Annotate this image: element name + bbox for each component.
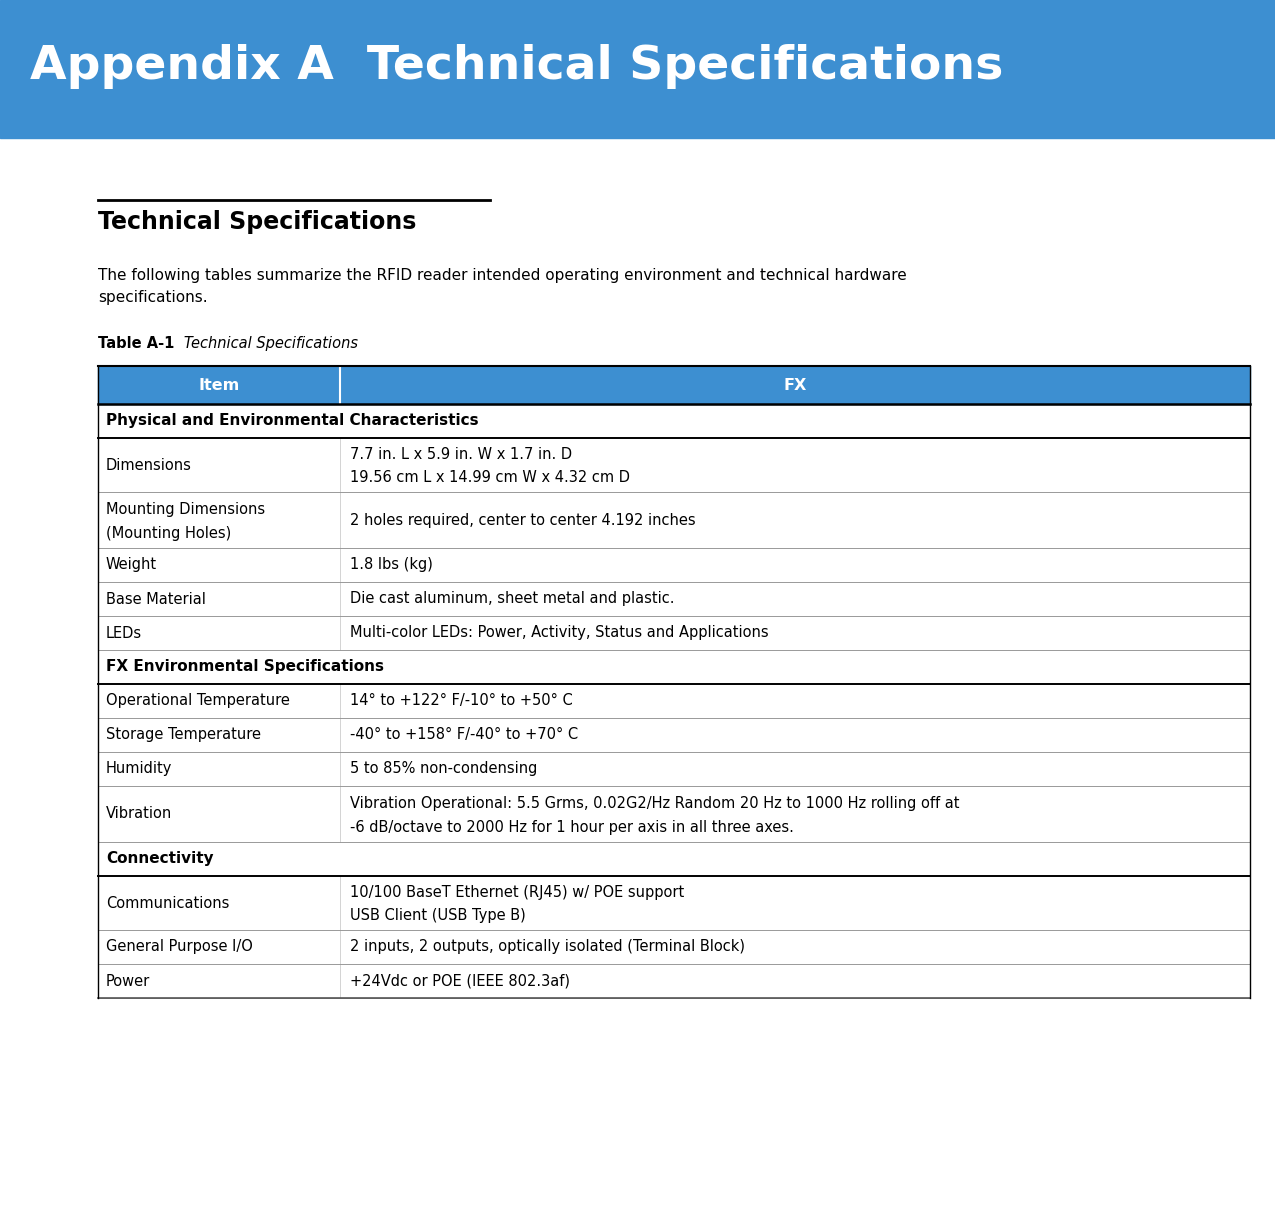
Text: 14° to +122° F/-10° to +50° C: 14° to +122° F/-10° to +50° C [351, 693, 572, 708]
Text: 1.8 lbs (kg): 1.8 lbs (kg) [351, 557, 434, 573]
Text: Storage Temperature: Storage Temperature [106, 727, 261, 743]
Text: +24Vdc or POE (IEEE 802.3af): +24Vdc or POE (IEEE 802.3af) [351, 973, 570, 989]
Text: 2 holes required, center to center 4.192 inches: 2 holes required, center to center 4.192… [351, 513, 696, 527]
Text: The following tables summarize the RFID reader intended operating environment an: The following tables summarize the RFID … [98, 268, 907, 283]
Bar [0, 0, 1275, 137]
Text: Mounting Dimensions: Mounting Dimensions [106, 502, 265, 516]
Text: FX Environmental Specifications: FX Environmental Specifications [106, 660, 384, 674]
Text: 7.7 in. L x 5.9 in. W x 1.7 in. D: 7.7 in. L x 5.9 in. W x 1.7 in. D [351, 447, 572, 462]
Text: specifications.: specifications. [98, 289, 208, 305]
Text: Physical and Environmental Characteristics: Physical and Environmental Characteristi… [106, 414, 478, 428]
Text: Vibration: Vibration [106, 807, 172, 821]
Text: Technical Specifications: Technical Specifications [170, 336, 358, 351]
Text: Die cast aluminum, sheet metal and plastic.: Die cast aluminum, sheet metal and plast… [351, 591, 674, 607]
Text: General Purpose I/O: General Purpose I/O [106, 939, 252, 954]
Text: Humidity: Humidity [106, 761, 172, 777]
Text: -40° to +158° F/-40° to +70° C: -40° to +158° F/-40° to +70° C [351, 727, 578, 743]
Text: Technical Specifications: Technical Specifications [98, 210, 417, 234]
Text: 2 inputs, 2 outputs, optically isolated (Terminal Block): 2 inputs, 2 outputs, optically isolated … [351, 939, 745, 954]
Text: Multi-color LEDs: Power, Activity, Status and Applications: Multi-color LEDs: Power, Activity, Statu… [351, 626, 769, 640]
Text: USB Client (USB Type B): USB Client (USB Type B) [351, 908, 525, 924]
Text: (Mounting Holes): (Mounting Holes) [106, 526, 231, 541]
Text: Base Material: Base Material [106, 591, 205, 607]
Text: Power: Power [106, 973, 150, 989]
Text: 10/100 BaseT Ethernet (RJ45) w/ POE support: 10/100 BaseT Ethernet (RJ45) w/ POE supp… [351, 885, 685, 900]
Text: FX: FX [783, 377, 807, 392]
Text: Communications: Communications [106, 896, 230, 911]
Bar [98, 365, 1250, 404]
Text: -6 dB/octave to 2000 Hz for 1 hour per axis in all three axes.: -6 dB/octave to 2000 Hz for 1 hour per a… [351, 820, 794, 835]
Text: 5 to 85% non-condensing: 5 to 85% non-condensing [351, 761, 537, 777]
Text: 19.56 cm L x 14.99 cm W x 4.32 cm D: 19.56 cm L x 14.99 cm W x 4.32 cm D [351, 470, 630, 485]
Text: Item: Item [199, 377, 240, 392]
Text: Connectivity: Connectivity [106, 851, 214, 866]
Text: Weight: Weight [106, 557, 157, 573]
Text: Appendix A  Technical Specifications: Appendix A Technical Specifications [31, 43, 1003, 89]
Text: Dimensions: Dimensions [106, 457, 191, 473]
Text: Operational Temperature: Operational Temperature [106, 693, 289, 708]
Text: LEDs: LEDs [106, 626, 142, 640]
Text: Vibration Operational: 5.5 Grms, 0.02G2/Hz Random 20 Hz to 1000 Hz rolling off a: Vibration Operational: 5.5 Grms, 0.02G2/… [351, 796, 960, 810]
Text: Table A-1: Table A-1 [98, 336, 175, 351]
